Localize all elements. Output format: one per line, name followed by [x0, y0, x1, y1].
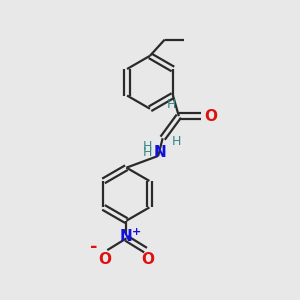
Text: -: - [90, 238, 98, 256]
Text: O: O [205, 109, 218, 124]
Text: H: H [172, 135, 182, 148]
Text: H: H [167, 98, 176, 111]
Text: H: H [143, 146, 153, 159]
Text: N: N [120, 230, 133, 244]
Text: +: + [132, 227, 142, 237]
Text: H: H [142, 140, 152, 153]
Text: N: N [153, 146, 166, 160]
Text: O: O [98, 253, 112, 268]
Text: O: O [141, 253, 154, 268]
